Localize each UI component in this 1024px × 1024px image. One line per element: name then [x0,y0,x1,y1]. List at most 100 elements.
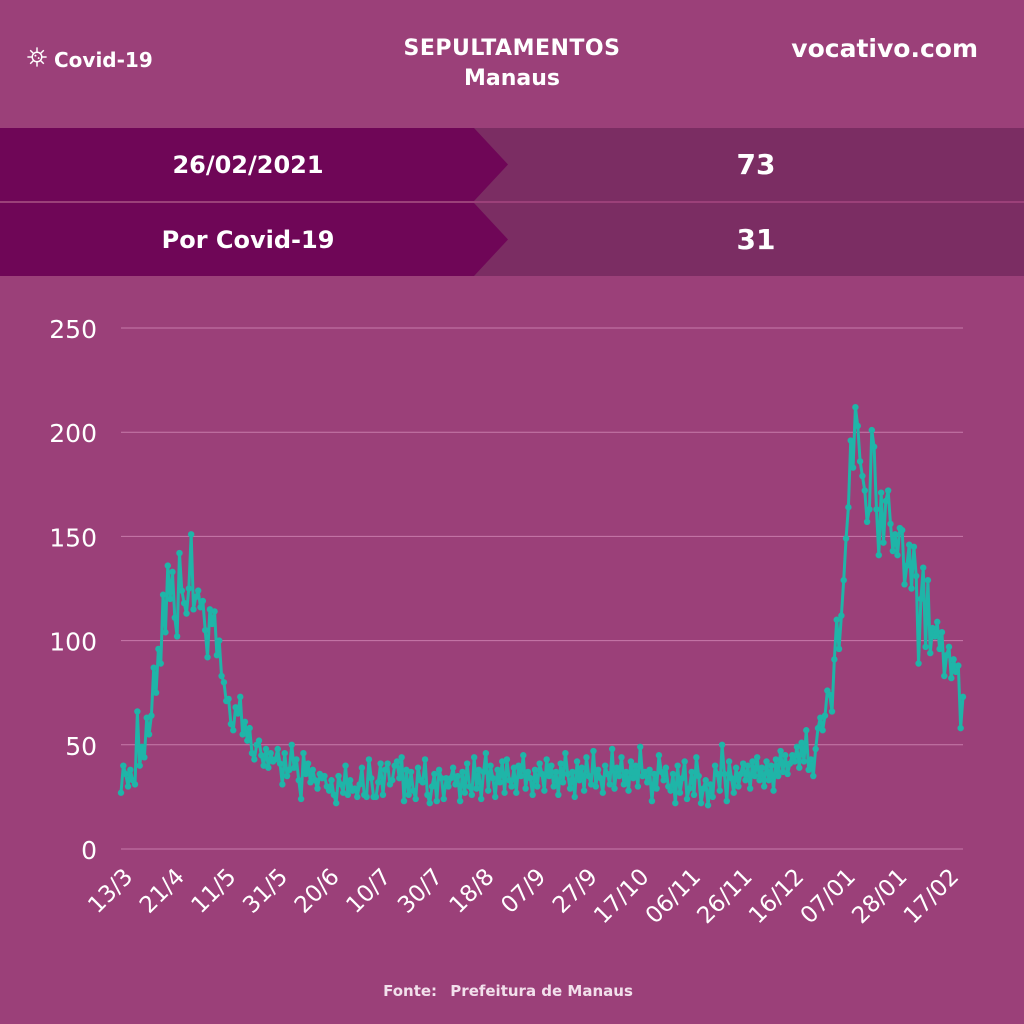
data-point [363,793,370,801]
data-point [463,760,471,767]
data-point [700,785,707,792]
data-point [742,777,749,784]
data-point [255,737,263,744]
data-point [375,779,382,786]
data-point [580,787,588,794]
data-point [831,656,838,663]
data-point [187,531,195,538]
data-point [789,752,796,759]
data-point [136,762,143,769]
data-point [882,497,890,505]
y-tick-label: 100 [49,628,97,657]
data-point [812,745,819,753]
source-prefix: Fonte: [383,982,438,1000]
data-point [468,791,476,799]
data-point [389,777,396,784]
data-point [922,643,929,651]
data-point [183,610,190,617]
data-point [506,777,513,784]
data-point [176,549,183,557]
data-point [225,695,232,703]
data-point [431,770,438,778]
data-point [466,783,473,790]
x-tick-label: 21/4 [135,864,190,919]
data-point [124,783,132,790]
data-point [744,762,752,769]
data-point [173,633,181,640]
data-point [384,760,391,767]
data-point [342,762,349,769]
data-point [117,789,125,796]
data-point [583,754,590,761]
data-point [496,779,504,786]
data-point [473,785,480,792]
data-point [419,779,426,786]
data-point [852,403,859,411]
data-point [204,654,211,661]
x-tick-label: 10/7 [341,864,396,919]
data-point [141,754,148,761]
data-point [803,727,810,734]
data-point [615,772,623,780]
data-point [716,787,723,794]
data-point [679,774,686,782]
data-point [309,766,316,774]
data-point [157,660,164,667]
data-point [232,704,239,711]
data-point [239,731,246,738]
data-point [725,758,733,765]
data-point [503,756,511,763]
data-point [772,756,780,763]
x-tick-label: 16/12 [744,864,809,929]
data-point [737,770,745,778]
data-point [358,764,366,771]
data-point [461,789,469,796]
data-point [760,783,768,790]
data-point [732,764,740,771]
data-point [274,745,281,753]
title-block: SEPULTAMENTOS Manaus [312,34,712,94]
site-name: vocativo.com [791,34,978,63]
data-point [796,764,803,771]
x-tick-label: 07/01 [796,864,861,929]
data-point [807,756,815,763]
data-point [122,770,129,778]
data-point [630,774,637,782]
data-point [435,766,443,774]
data-point [377,760,384,767]
x-tick-label: 13/3 [83,864,138,919]
data-point [884,487,892,494]
data-point [145,731,153,738]
data-point [279,781,286,788]
x-tick-label: 30/7 [393,864,448,919]
x-tick-label: 31/5 [238,864,293,919]
data-point [702,777,709,784]
data-point [735,783,742,790]
data-point [903,562,911,569]
data-point [244,737,251,744]
data-point [288,741,295,748]
data-point [693,754,700,761]
stat-covid-label: Por Covid-19 [161,225,335,254]
data-point [304,760,312,767]
data-point [148,712,155,719]
data-point [578,764,585,771]
data-point [908,585,915,592]
data-point [515,762,522,769]
data-point [861,487,868,494]
data-point [405,791,412,799]
data-point [606,781,614,788]
data-point [487,762,494,769]
data-point [660,777,667,784]
data-point [396,774,403,782]
data-point [955,662,962,669]
data-point [527,774,534,782]
data-point [917,595,925,603]
data-point [763,758,770,765]
data-point [594,766,602,774]
data-point [534,783,541,790]
data-point [197,604,204,611]
data-point [938,629,946,636]
data-point [828,708,836,715]
data-point [632,762,639,769]
